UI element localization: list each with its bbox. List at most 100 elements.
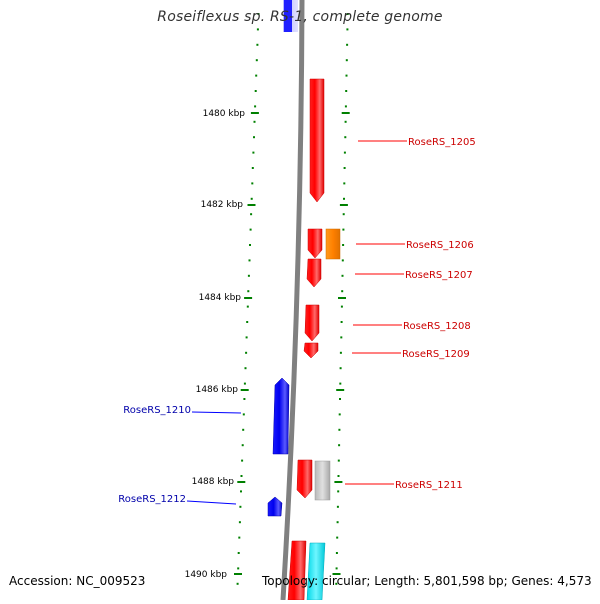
- major-tick-mark: [237, 481, 246, 483]
- tick-mark: [345, 90, 348, 92]
- left-tick-track: [234, 13, 260, 585]
- tick-mark: [346, 43, 349, 46]
- tick-mark: [249, 228, 252, 231]
- tick-mark: [337, 490, 340, 493]
- major-tick-mark: [244, 297, 253, 299]
- tick-mark: [339, 382, 342, 385]
- feature-grey[interactable]: [314, 460, 331, 501]
- tick-mark: [255, 74, 258, 77]
- major-tick-mark: [234, 573, 242, 575]
- tick-mark: [336, 505, 339, 508]
- map-title: Roseiflexus sp. RS-1, complete genome: [157, 9, 443, 25]
- tick-mark: [236, 582, 239, 585]
- accession-text: Accession: NC_009523: [9, 574, 146, 588]
- gene-label-rosers-1207[interactable]: RoseRS_1207: [405, 270, 473, 281]
- tick-mark: [251, 182, 254, 185]
- leader-line-rosers-1212: [186, 500, 237, 505]
- tick-mark: [237, 552, 240, 554]
- tick-mark: [339, 398, 341, 400]
- tick-mark: [335, 567, 338, 570]
- tick-mark: [240, 490, 242, 493]
- tick-mark: [250, 213, 253, 216]
- tick-mark: [243, 382, 246, 385]
- tick-mark: [336, 521, 339, 524]
- tick-mark: [239, 505, 242, 508]
- tick-mark: [256, 28, 259, 31]
- gene-label-rosers-1209[interactable]: RoseRS_1209: [402, 349, 470, 360]
- genome-backbone: [280, 0, 305, 601]
- tick-mark: [250, 197, 253, 200]
- tick-mark: [344, 136, 347, 139]
- tick-mark: [248, 259, 251, 262]
- tick-mark: [254, 105, 257, 108]
- tick-mark: [242, 428, 245, 431]
- tick-mark: [338, 428, 341, 431]
- tick-mark: [237, 567, 240, 570]
- tick-mark: [251, 167, 254, 169]
- gene-arrow-rosers-1211[interactable]: [296, 459, 313, 499]
- tick-mark: [254, 90, 257, 92]
- tick-mark: [249, 244, 251, 246]
- tick-mark: [340, 305, 343, 308]
- gene-arrow-rosers-1207[interactable]: [306, 258, 322, 288]
- kbp-label: 1482 kbp: [201, 200, 244, 210]
- tick-mark: [241, 459, 244, 462]
- gene-arrow-bottom-forward[interactable]: [287, 540, 307, 601]
- tick-mark: [252, 151, 255, 154]
- major-tick-mark: [336, 389, 345, 391]
- kbp-label: 1486 kbp: [196, 385, 239, 395]
- tick-mark: [337, 459, 340, 462]
- feature-cyan[interactable]: [306, 542, 326, 601]
- tick-mark: [342, 244, 345, 246]
- gene-arrow-rosers-1208[interactable]: [304, 304, 320, 342]
- tick-mark: [344, 120, 347, 123]
- tick-mark: [340, 321, 343, 323]
- tick-mark: [341, 274, 344, 277]
- tick-mark: [247, 290, 250, 293]
- tick-mark: [335, 552, 338, 554]
- tick-mark: [338, 413, 341, 416]
- gene-arrow-rosers-1205[interactable]: [309, 78, 325, 203]
- tick-mark: [343, 197, 345, 200]
- tick-mark: [246, 305, 249, 308]
- feature-orange[interactable]: [325, 228, 341, 260]
- gene-label-rosers-1212[interactable]: RoseRS_1212: [118, 494, 186, 505]
- tick-mark: [345, 74, 348, 77]
- tick-mark: [255, 59, 258, 62]
- tick-mark: [238, 521, 241, 524]
- gene-arrow-rosers-1206[interactable]: [307, 228, 323, 259]
- kbp-label: 1484 kbp: [199, 293, 242, 303]
- gene-label-rosers-1205[interactable]: RoseRS_1205: [408, 137, 476, 148]
- tick-mark: [238, 536, 241, 539]
- tick-mark: [340, 336, 343, 339]
- gene-arrow-rosers-1209[interactable]: [303, 342, 319, 359]
- tick-mark: [247, 274, 250, 277]
- tick-mark: [256, 43, 259, 46]
- tick-mark: [343, 167, 346, 169]
- tick-mark: [245, 336, 248, 339]
- tick-mark: [244, 367, 247, 370]
- tick-mark: [341, 290, 344, 293]
- gene-label-rosers-1206[interactable]: RoseRS_1206: [406, 240, 474, 251]
- feature-top-reverse-core[interactable]: [284, 0, 292, 32]
- tick-mark: [346, 13, 349, 15]
- tick-mark: [241, 444, 244, 447]
- tick-mark: [338, 444, 341, 447]
- gene-label-rosers-1210[interactable]: RoseRS_1210: [123, 405, 191, 416]
- leader-line-rosers-1210: [191, 411, 242, 414]
- major-tick-mark: [247, 204, 256, 206]
- tick-mark: [253, 136, 255, 139]
- tick-mark: [253, 120, 256, 123]
- gene-label-rosers-1211[interactable]: RoseRS_1211: [395, 480, 463, 491]
- tick-mark: [243, 398, 246, 400]
- tick-mark: [335, 582, 338, 585]
- kbp-label: 1490 kbp: [185, 570, 228, 580]
- gene-label-rosers-1208[interactable]: RoseRS_1208: [403, 321, 471, 332]
- gene-arrow-rosers-1212[interactable]: [267, 496, 283, 517]
- gene-arrow-rosers-1210[interactable]: [272, 377, 290, 455]
- right-tick-track: [332, 13, 350, 585]
- tick-mark: [337, 475, 340, 477]
- tick-mark: [343, 151, 346, 154]
- genome-summary-text: Topology: circular; Length: 5,801,598 bp…: [262, 574, 592, 588]
